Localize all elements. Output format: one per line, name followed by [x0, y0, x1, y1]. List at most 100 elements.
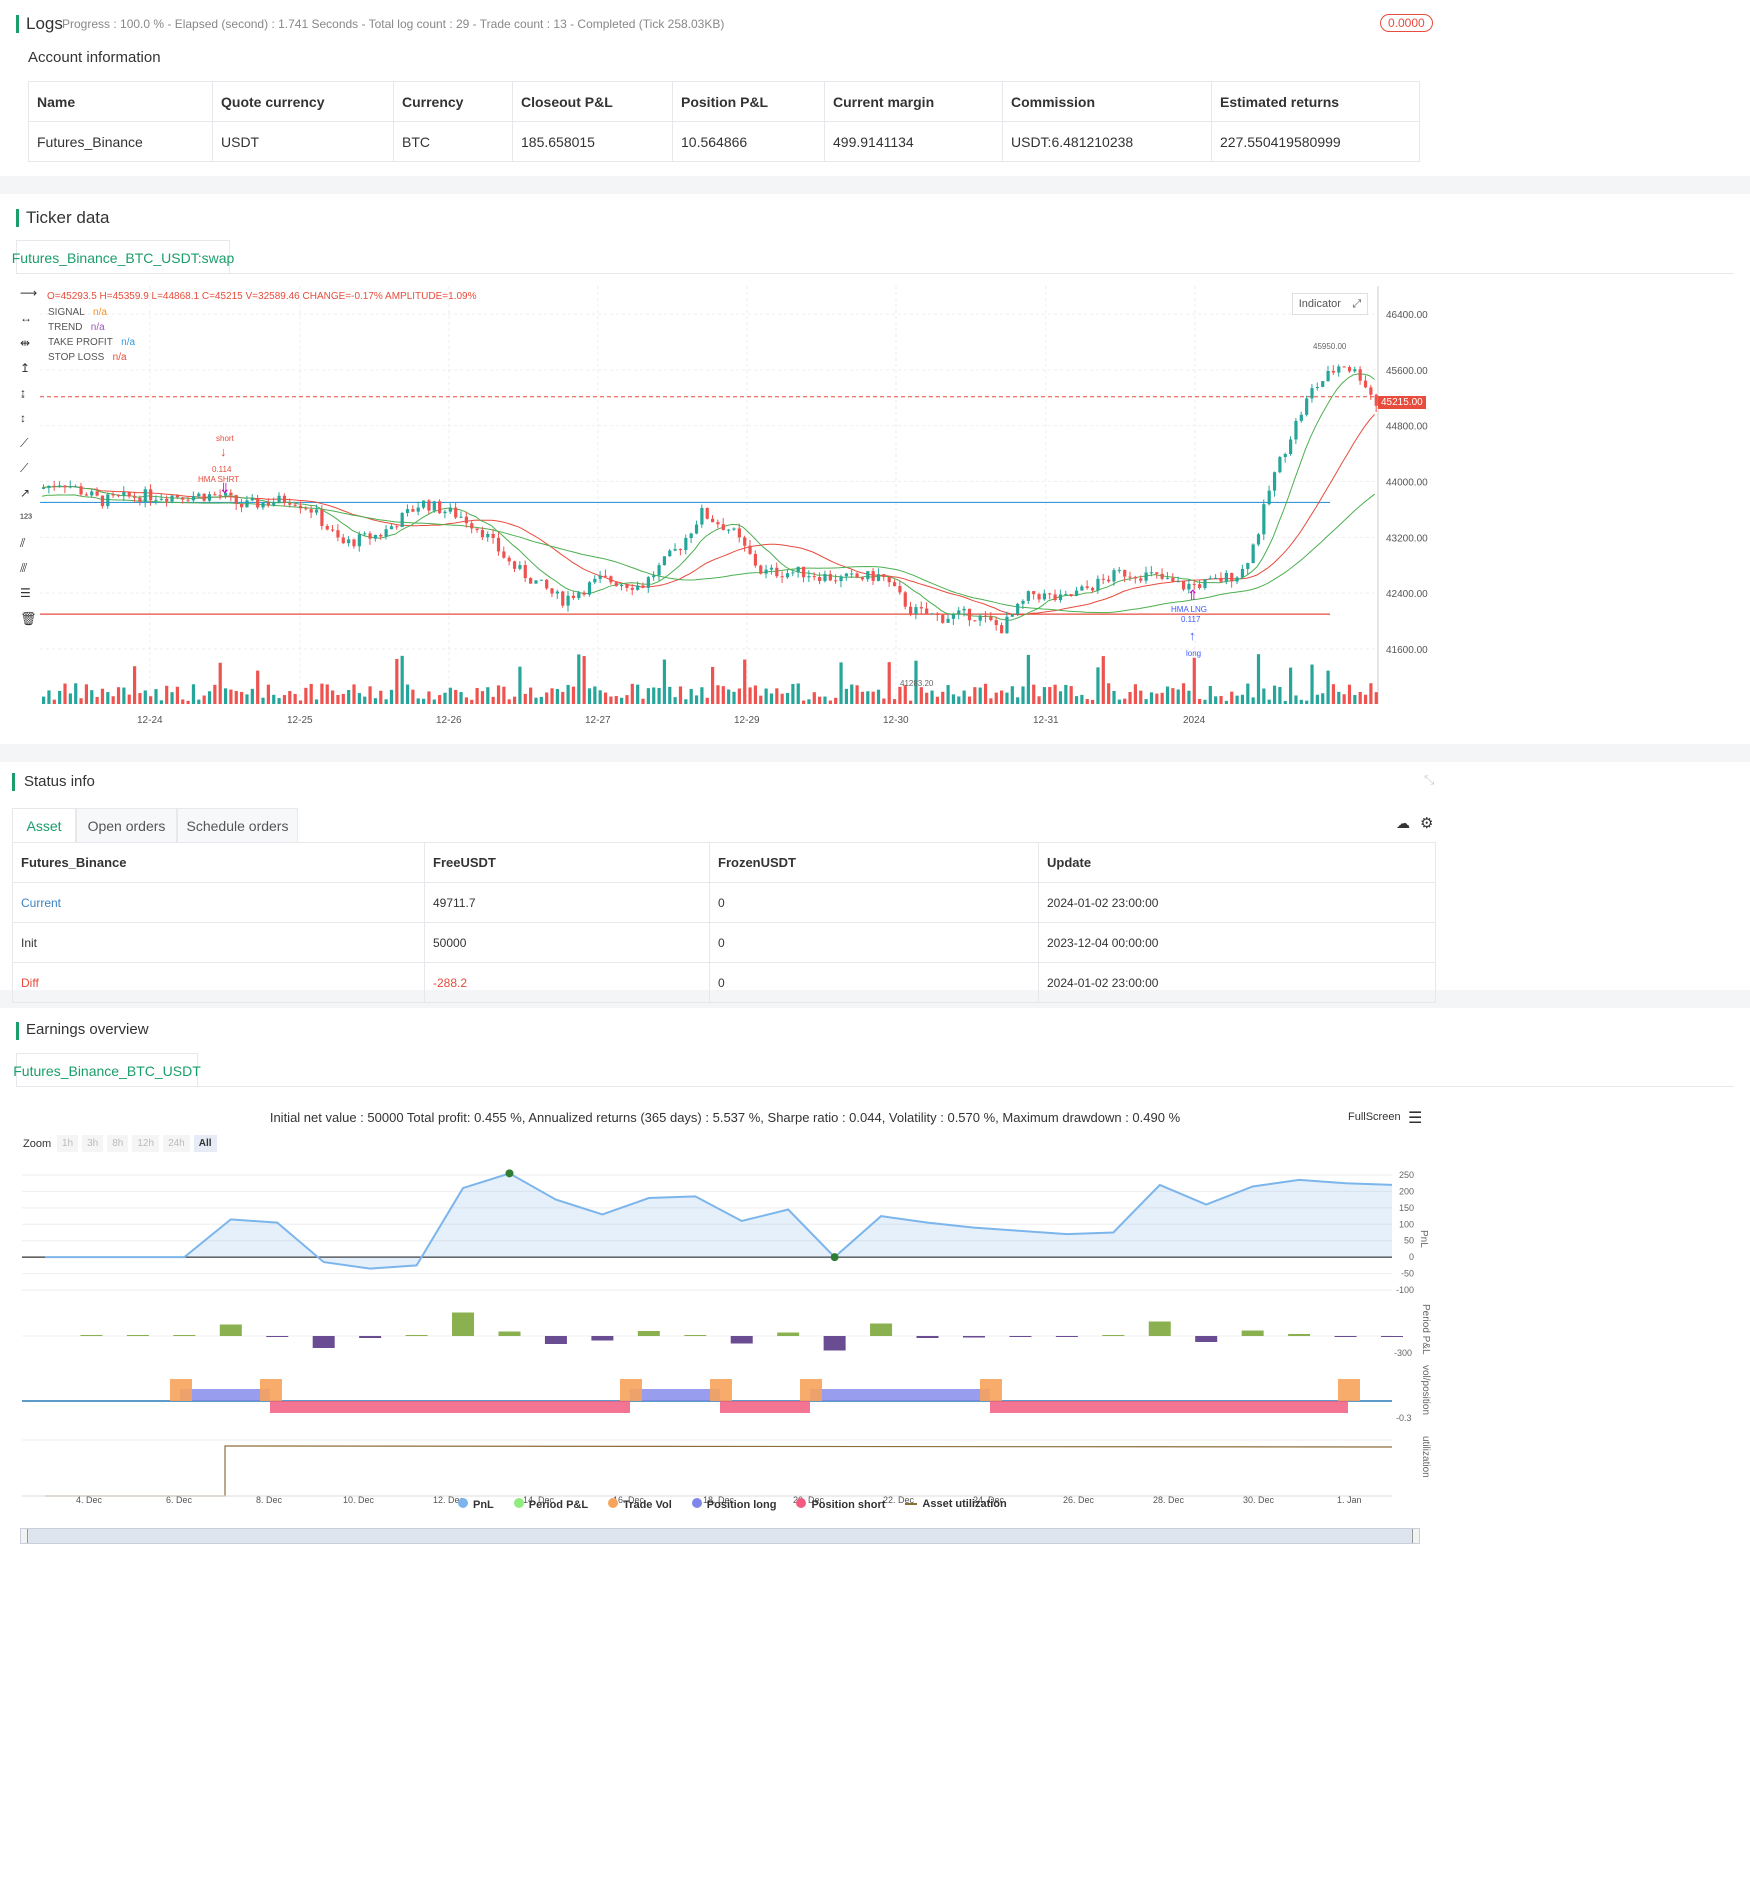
volume-bar	[967, 696, 972, 704]
volume-bar	[1310, 664, 1314, 704]
menu-icon[interactable]: ☰	[1408, 1110, 1423, 1127]
legend-period-pnl[interactable]: Period P&L	[513, 1498, 588, 1511]
zoom-3h-button[interactable]: 3h	[82, 1135, 104, 1152]
ticker-title: Ticker data	[26, 208, 110, 227]
volume-bar	[662, 659, 667, 704]
zoom-8h-button[interactable]: 8h	[107, 1135, 129, 1152]
zoom-24h-button[interactable]: 24h	[163, 1135, 190, 1152]
price-label-icon[interactable]: ¹²³	[20, 511, 32, 525]
volume-bar	[63, 683, 67, 704]
candle-body	[1090, 587, 1095, 591]
account-row: Futures_Binance USDT BTC 185.658015 10.5…	[28, 121, 1420, 162]
download-icon[interactable]: ☁	[1396, 815, 1410, 831]
candle-body	[534, 580, 538, 584]
asset-row-label[interactable]: Current	[12, 882, 425, 923]
earnings-section: Earnings overview Futures_Binance_BTC_US…	[0, 1008, 1750, 1892]
legend-asset-utilization[interactable]: Asset utilization	[905, 1498, 1007, 1511]
volume-bar	[363, 696, 367, 704]
hma-short-arrow-icon: ⇓	[219, 480, 231, 496]
legend-trade-vol[interactable]: Trade Vol	[608, 1498, 672, 1511]
arrow-line-icon[interactable]: ↗	[20, 486, 31, 500]
vertical-line-icon[interactable]: ↕	[20, 411, 26, 425]
volume-bar	[116, 687, 121, 704]
tab-schedule-orders[interactable]: Schedule orders	[177, 808, 298, 843]
candle-body	[550, 588, 554, 594]
volume-bar	[1224, 700, 1228, 704]
legend-position-short[interactable]: Position short	[796, 1498, 885, 1511]
legend-pnl[interactable]: PnL	[458, 1498, 494, 1511]
volume-bar	[1101, 656, 1105, 704]
vertical-ray-icon[interactable]: ↥	[20, 361, 31, 375]
zoom-all-button[interactable]: All	[193, 1135, 217, 1152]
account-cell: 499.9141134	[824, 121, 1003, 162]
legend-position-long[interactable]: Position long	[691, 1498, 776, 1511]
volume-bar	[95, 696, 99, 704]
candle-body	[689, 533, 693, 539]
indicator-lines	[40, 373, 1376, 621]
ray-line-icon[interactable]: ⟋	[20, 461, 29, 475]
fullscreen-button[interactable]: FullScreen	[1348, 1111, 1401, 1123]
earnings-chart[interactable]: 250 200 150 100 50 0 -50 -100	[0, 1158, 1450, 1548]
volume-bar	[438, 695, 442, 704]
position-long-bar	[630, 1389, 720, 1401]
volume-bar	[962, 690, 966, 704]
collapse-icon[interactable]: ⤡	[1424, 772, 1435, 787]
trend-line-icon[interactable]: ⟋	[20, 436, 29, 450]
candle-body	[256, 498, 260, 508]
volume-bar	[106, 692, 110, 704]
account-header: Position P&L	[672, 81, 825, 122]
volume-bar	[673, 697, 677, 704]
candle-body	[1155, 572, 1159, 574]
tab-open-orders[interactable]: Open orders	[76, 808, 177, 843]
volume-bar	[1358, 691, 1362, 704]
volume-bar	[512, 696, 517, 704]
fib-icon[interactable]: ⫻	[20, 561, 28, 575]
navigator-left-handle[interactable]	[21, 1529, 28, 1543]
candle-body	[1021, 600, 1025, 604]
horizontal-ray-icon[interactable]: ⟶	[20, 286, 38, 300]
candle-body	[919, 607, 923, 609]
horizontal-segment-icon[interactable]: ⇹	[20, 336, 31, 350]
horizontal-line-icon[interactable]: ↔	[20, 311, 32, 325]
candle-body	[1112, 570, 1116, 582]
vol-tick: -0.3	[1396, 1413, 1412, 1423]
vertical-segment-icon[interactable]: ↨	[20, 386, 26, 400]
candle-body	[1246, 563, 1250, 569]
indicator-button[interactable]: Indicator ⤢	[1292, 293, 1368, 315]
navigator-right-handle[interactable]	[1412, 1529, 1419, 1543]
trash-icon[interactable]: 🗑	[20, 611, 37, 626]
volume-bar	[1342, 694, 1346, 704]
candle-body	[395, 526, 399, 528]
tab-asset[interactable]: Asset	[12, 808, 76, 843]
date-tick: 12-30	[883, 715, 909, 726]
candle-body	[1000, 625, 1004, 634]
volume-bar	[132, 666, 137, 704]
tab-ticker-symbol[interactable]: Futures_Binance_BTC_USDT:swap	[12, 240, 234, 274]
candle-body	[935, 613, 939, 615]
navigator-scrollbar[interactable]	[20, 1528, 1420, 1544]
earnings-accent	[16, 1022, 19, 1040]
candle-body	[823, 574, 827, 582]
parallel-channel-icon[interactable]: ⫽	[20, 536, 26, 550]
volume-bar	[277, 698, 281, 704]
status-title: Status info	[24, 773, 95, 790]
volume-bar	[502, 686, 506, 704]
earnings-summary: Initial net value : 50000 Total profit: …	[269, 1110, 1181, 1125]
candle-body	[951, 614, 956, 619]
candlestick-chart[interactable]: 46400.00 45600.00 44800.00 44000.00 43200.00…	[40, 286, 1440, 718]
zoom-1h-button[interactable]: 1h	[57, 1135, 79, 1152]
pnl-tick: 100	[1399, 1219, 1414, 1229]
fib-retracement-icon[interactable]: ☰	[20, 586, 31, 600]
candle-body	[925, 608, 929, 615]
candle-body	[186, 499, 190, 501]
fullscreen-label: FullScreen	[1348, 1111, 1401, 1123]
volume-bar	[288, 691, 292, 704]
candle-body	[743, 537, 747, 546]
tab-earnings-symbol[interactable]: Futures_Binance_BTC_USDT	[13, 1053, 201, 1087]
zoom-12h-button[interactable]: 12h	[132, 1135, 160, 1152]
legend-dot	[608, 1498, 619, 1508]
util-axis-label: utilization	[1420, 1436, 1431, 1478]
price-tick: 41600.00	[1386, 645, 1428, 656]
candle-body	[716, 522, 720, 525]
settings-gear-icon[interactable]: ⚙	[1420, 815, 1434, 832]
